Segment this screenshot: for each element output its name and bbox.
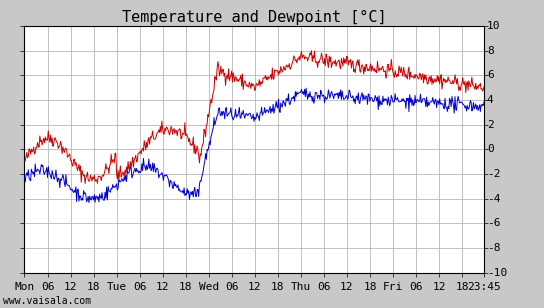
- Text: 10: 10: [487, 21, 500, 31]
- Text: 4: 4: [487, 95, 493, 105]
- Text: 2: 2: [487, 120, 493, 130]
- Title: Temperature and Dewpoint [°C]: Temperature and Dewpoint [°C]: [122, 10, 387, 25]
- Text: www.vaisala.com: www.vaisala.com: [3, 297, 91, 306]
- Text: 0: 0: [487, 144, 493, 154]
- Text: 8: 8: [487, 46, 493, 56]
- Text: -8: -8: [487, 243, 500, 253]
- Text: 6: 6: [487, 71, 493, 80]
- Text: -2: -2: [487, 169, 500, 179]
- Text: -10: -10: [487, 268, 507, 278]
- Text: -4: -4: [487, 194, 500, 204]
- Text: -6: -6: [487, 218, 500, 228]
